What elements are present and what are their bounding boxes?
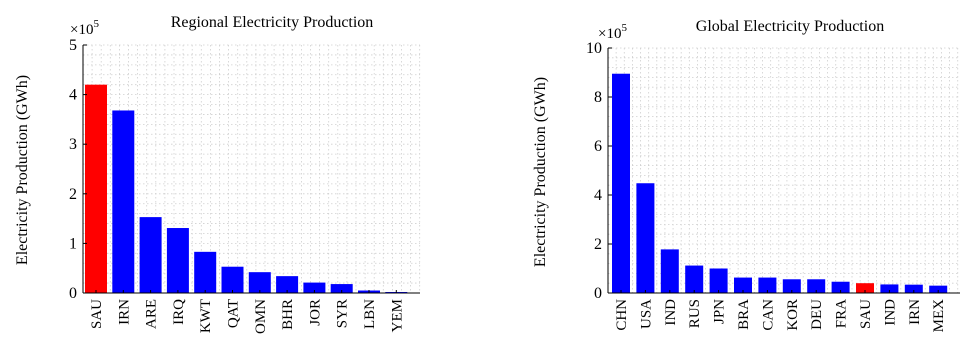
global-chart: Global Electricity Production ×105 Elect… (532, 18, 960, 332)
global-x-tick-label: RUS (687, 299, 703, 328)
regional-x-tick-label: IRN (116, 299, 132, 325)
global-bars (612, 73, 948, 293)
global-x-tick-label: IRN (907, 299, 923, 325)
global-x-tick-label: IND (882, 299, 898, 326)
global-bar-chn (612, 73, 630, 293)
global-y-tick-label: 4 (594, 187, 602, 204)
global-x-tick-label: SAU (858, 299, 874, 329)
regional-y-tick-label: 5 (69, 37, 77, 54)
regional-bar-sau (85, 84, 107, 294)
global-x-tick-label: FRA (834, 299, 850, 328)
global-bar-sau (856, 283, 874, 293)
global-x-tick-label: CHN (614, 299, 630, 331)
regional-axes (82, 44, 420, 294)
global-x-tick-label: USA (638, 299, 654, 329)
global-bar-deu (807, 279, 826, 293)
regional-bar-jor (303, 282, 326, 293)
regional-x-tick-label: JOR (307, 299, 323, 326)
regional-bar-irn (112, 110, 135, 293)
regional-x-tick-label: LBN (362, 299, 378, 329)
regional-bar-syr (330, 284, 353, 293)
global-y-tick-label: 6 (594, 138, 602, 155)
regional-y-ticks: 0 1 2 3 4 5 (69, 37, 77, 302)
global-x-tick-label: MEX (931, 299, 947, 333)
regional-y-tick-label: 3 (69, 136, 77, 153)
regional-y-tick-label: 2 (69, 186, 77, 203)
global-bar-ind (660, 249, 679, 293)
global-y-ticks: 0 2 4 6 8 10 (586, 40, 602, 302)
regional-chart-title: Regional Electricity Production (171, 14, 374, 31)
global-x-tick-label: CAN (760, 299, 776, 331)
regional-x-ticks: SAU IRN ARE IRQ KWT QAT OMN BHR JOR SYR LBN YEM (89, 299, 405, 334)
regional-chart: Regional Electricity Production ×105 Ele… (14, 14, 421, 334)
global-bar-fra (831, 281, 850, 293)
regional-y-tick-label: 0 (69, 285, 77, 302)
global-y-multiplier: ×105 (598, 22, 627, 42)
global-x-tick-label: IND (663, 299, 679, 326)
global-y-tick-label: 0 (594, 285, 602, 302)
regional-x-tick-label: QAT (226, 299, 242, 328)
regional-bar-omn (248, 272, 271, 293)
regional-x-tick-label: SAU (89, 299, 105, 329)
regional-grid (83, 44, 421, 294)
regional-x-tick-label: BHR (280, 299, 296, 330)
regional-y-tick-label: 4 (69, 87, 77, 104)
global-bar-mex (929, 285, 948, 293)
global-bar-can (758, 277, 777, 293)
global-y-axis-label: Electricity Production (GWh) (532, 77, 549, 267)
regional-bar-kwt (194, 251, 217, 293)
global-x-ticks: CHN USA IND RUS JPN BRA CAN KOR DEU FRA SAU IND IRN M… (614, 299, 947, 333)
regional-x-tick-label: OMN (253, 299, 269, 334)
global-bar-bra (734, 277, 752, 293)
regional-x-tick-label: ARE (144, 299, 160, 329)
global-bar-jpn (709, 268, 728, 293)
global-y-tick-label: 10 (586, 40, 602, 57)
global-y-tick-label: 2 (594, 236, 602, 253)
global-bar-rus (685, 265, 704, 293)
regional-y-multiplier: ×105 (70, 18, 99, 38)
regional-y-axis-label: Electricity Production (GWh) (14, 75, 31, 265)
regional-bars (85, 84, 408, 294)
regional-x-tick-label: KWT (198, 299, 214, 333)
global-axes (607, 47, 960, 294)
regional-x-tick-label: IRQ (171, 299, 187, 325)
global-y-tick-label: 8 (594, 89, 602, 106)
global-bar-kor (782, 279, 801, 293)
regional-bar-qat (221, 266, 244, 293)
global-x-tick-label: BRA (736, 299, 752, 330)
global-x-tick-label: KOR (785, 299, 801, 331)
global-x-tick-label: JPN (712, 299, 728, 324)
regional-x-tick-label: SYR (335, 299, 351, 328)
regional-bar-irq (166, 228, 189, 293)
global-chart-title: Global Electricity Production (696, 18, 884, 35)
regional-bar-bhr (276, 276, 299, 293)
regional-y-tick-label: 1 (69, 235, 77, 252)
global-bar-ind (880, 284, 899, 293)
global-bar-irn (904, 284, 923, 293)
global-bar-usa (636, 183, 655, 293)
regional-bar-are (139, 217, 162, 293)
global-x-tick-label: DEU (809, 299, 825, 330)
regional-x-tick-label: YEM (389, 299, 405, 332)
